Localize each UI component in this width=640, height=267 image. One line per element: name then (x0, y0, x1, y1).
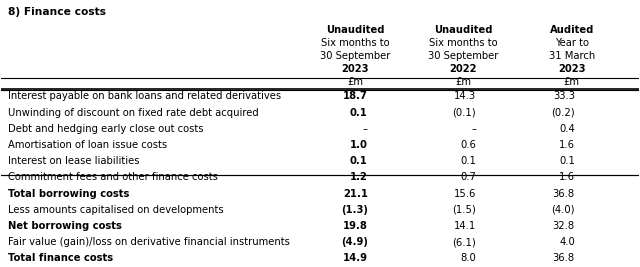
Text: Unwinding of discount on fixed rate debt acquired: Unwinding of discount on fixed rate debt… (8, 108, 259, 117)
Text: Total finance costs: Total finance costs (8, 253, 113, 264)
Text: (0.1): (0.1) (452, 108, 476, 117)
Text: 8.0: 8.0 (460, 253, 476, 264)
Text: Unaudited: Unaudited (434, 25, 493, 35)
Text: (4.0): (4.0) (552, 205, 575, 215)
Text: Net borrowing costs: Net borrowing costs (8, 221, 122, 231)
Text: Interest on lease liabilities: Interest on lease liabilities (8, 156, 140, 166)
Text: 14.1: 14.1 (454, 221, 476, 231)
Text: 32.8: 32.8 (553, 221, 575, 231)
Text: 0.4: 0.4 (559, 124, 575, 134)
Text: –: – (363, 124, 368, 134)
Text: 1.2: 1.2 (350, 172, 368, 182)
Text: 0.7: 0.7 (460, 172, 476, 182)
Text: 31 March: 31 March (548, 51, 595, 61)
Text: 36.8: 36.8 (553, 189, 575, 199)
Text: Amortisation of loan issue costs: Amortisation of loan issue costs (8, 140, 167, 150)
Text: Less amounts capitalised on developments: Less amounts capitalised on developments (8, 205, 223, 215)
Text: 2023: 2023 (558, 64, 586, 74)
Text: £m: £m (564, 77, 580, 87)
Text: 36.8: 36.8 (553, 253, 575, 264)
Text: £m: £m (347, 77, 363, 87)
Text: 30 September: 30 September (428, 51, 499, 61)
Text: 0.1: 0.1 (559, 156, 575, 166)
Text: –: – (471, 124, 476, 134)
Text: Commitment fees and other finance costs: Commitment fees and other finance costs (8, 172, 218, 182)
Text: (6.1): (6.1) (452, 237, 476, 247)
Text: Unaudited: Unaudited (326, 25, 384, 35)
Text: (4.9): (4.9) (341, 237, 368, 247)
Text: 21.1: 21.1 (343, 189, 368, 199)
Text: 0.1: 0.1 (350, 108, 368, 117)
Text: £m: £m (456, 77, 472, 87)
Text: 1.6: 1.6 (559, 172, 575, 182)
Text: 0.1: 0.1 (350, 156, 368, 166)
Text: 18.7: 18.7 (343, 91, 368, 101)
Text: Fair value (gain)/loss on derivative financial instruments: Fair value (gain)/loss on derivative fin… (8, 237, 290, 247)
Text: 2022: 2022 (450, 64, 477, 74)
Text: Audited: Audited (550, 25, 594, 35)
Text: Debt and hedging early close out costs: Debt and hedging early close out costs (8, 124, 204, 134)
Text: (0.2): (0.2) (551, 108, 575, 117)
Text: 14.3: 14.3 (454, 91, 476, 101)
Text: 8) Finance costs: 8) Finance costs (8, 7, 106, 17)
Text: 0.6: 0.6 (460, 140, 476, 150)
Text: (1.3): (1.3) (341, 205, 368, 215)
Text: 4.0: 4.0 (559, 237, 575, 247)
Text: (1.5): (1.5) (452, 205, 476, 215)
Text: 15.6: 15.6 (454, 189, 476, 199)
Text: 33.3: 33.3 (553, 91, 575, 101)
Text: Year to: Year to (555, 38, 589, 48)
Text: 2023: 2023 (341, 64, 369, 74)
Text: 19.8: 19.8 (343, 221, 368, 231)
Text: Total borrowing costs: Total borrowing costs (8, 189, 129, 199)
Text: 30 September: 30 September (320, 51, 390, 61)
Text: 0.1: 0.1 (460, 156, 476, 166)
Text: Interest payable on bank loans and related derivatives: Interest payable on bank loans and relat… (8, 91, 281, 101)
Text: 1.6: 1.6 (559, 140, 575, 150)
Text: Six months to: Six months to (321, 38, 389, 48)
Text: Six months to: Six months to (429, 38, 498, 48)
Text: 14.9: 14.9 (343, 253, 368, 264)
Text: 1.0: 1.0 (350, 140, 368, 150)
